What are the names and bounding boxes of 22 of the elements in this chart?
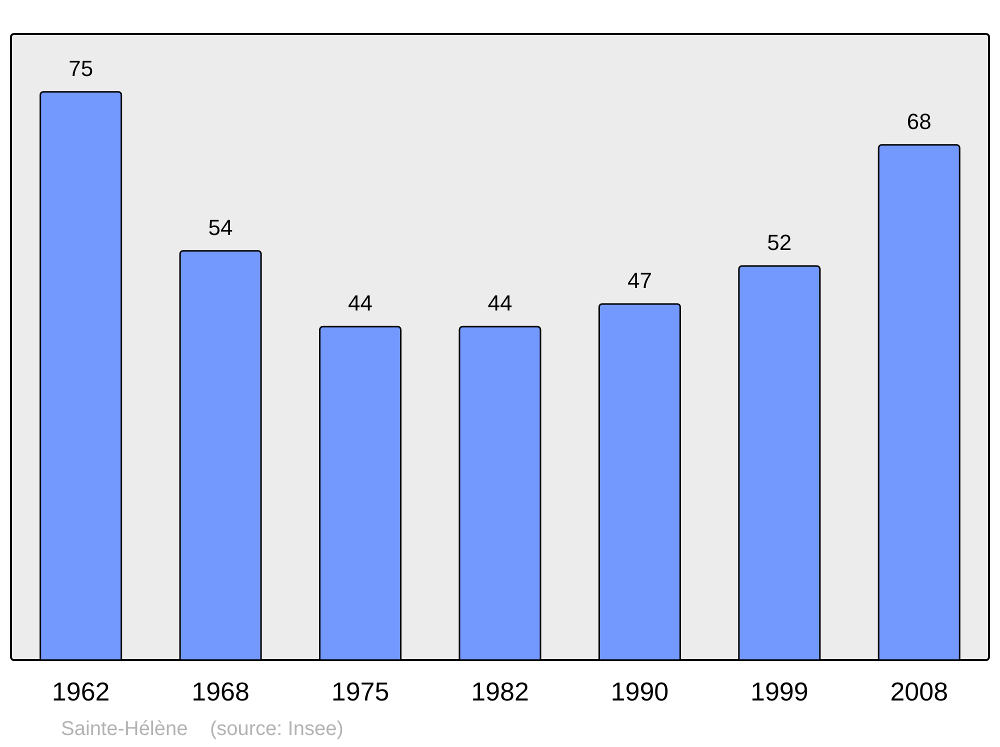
- data-label: 44: [488, 290, 512, 316]
- bar: [598, 303, 681, 661]
- x-tick-label: 1990: [610, 676, 669, 706]
- bar: [738, 265, 821, 661]
- text: Sainte-Hélène (source: Insee): [61, 718, 344, 741]
- data-label: 68: [906, 108, 932, 134]
- data-label: 52: [767, 230, 792, 256]
- x-tick-label: 1962: [52, 676, 110, 706]
- bar: [40, 91, 122, 661]
- bar: [458, 326, 542, 661]
- bar: [878, 144, 960, 661]
- bar: [319, 326, 402, 661]
- x-tick-label: 1982: [471, 676, 529, 706]
- data-label: 47: [627, 268, 652, 293]
- data-label: 75: [68, 56, 94, 81]
- data-label: 54: [208, 214, 233, 240]
- x-tick-label: 1999: [750, 676, 808, 706]
- x-tick-label: 1975: [331, 676, 390, 706]
- data-label: 44: [348, 290, 373, 316]
- bar: [179, 250, 262, 661]
- x-tick-label: 1968: [192, 676, 250, 706]
- x-tick-label: 2008: [890, 676, 948, 706]
